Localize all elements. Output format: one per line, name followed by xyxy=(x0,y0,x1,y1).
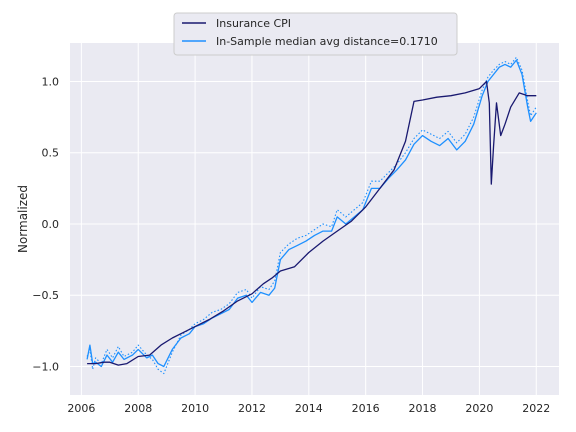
x-tick-label: 2016 xyxy=(352,402,380,415)
y-tick-label: 0.5 xyxy=(42,147,60,160)
legend: Insurance CPI In-Sample median avg dista… xyxy=(173,12,458,56)
y-axis-label: Normalized xyxy=(16,185,30,253)
plot-area xyxy=(70,43,559,395)
x-tick-label: 2006 xyxy=(67,402,95,415)
legend-label-in-sample: In-Sample median avg distance=0.1710 xyxy=(216,35,438,48)
legend-box xyxy=(173,12,458,56)
x-tick-label: 2010 xyxy=(181,402,209,415)
y-tick-label: 0.0 xyxy=(42,218,60,231)
series-line-in-sample-dotted xyxy=(86,56,537,375)
y-tick-label: −0.5 xyxy=(32,289,59,302)
x-tick-label: 2020 xyxy=(465,402,493,415)
legend-label-insurance-cpi: Insurance CPI xyxy=(216,17,291,30)
x-tick-label: 2012 xyxy=(238,402,266,415)
y-tick-label: 1.0 xyxy=(42,75,60,88)
y-tick-label: −1.0 xyxy=(32,360,59,373)
series-line-in-sample xyxy=(86,59,537,368)
y-axis: −1.0 −0.5 0.0 0.5 1.0 xyxy=(32,75,59,373)
grid xyxy=(70,43,559,395)
series-layer xyxy=(86,56,537,375)
x-axis: 2006 2008 2010 2012 2014 2016 2018 2020 2022 xyxy=(67,402,550,415)
series-line-insurance-cpi xyxy=(87,80,537,366)
x-tick-label: 2022 xyxy=(522,402,550,415)
x-tick-label: 2014 xyxy=(295,402,323,415)
x-tick-label: 2018 xyxy=(409,402,437,415)
x-tick-label: 2008 xyxy=(124,402,152,415)
